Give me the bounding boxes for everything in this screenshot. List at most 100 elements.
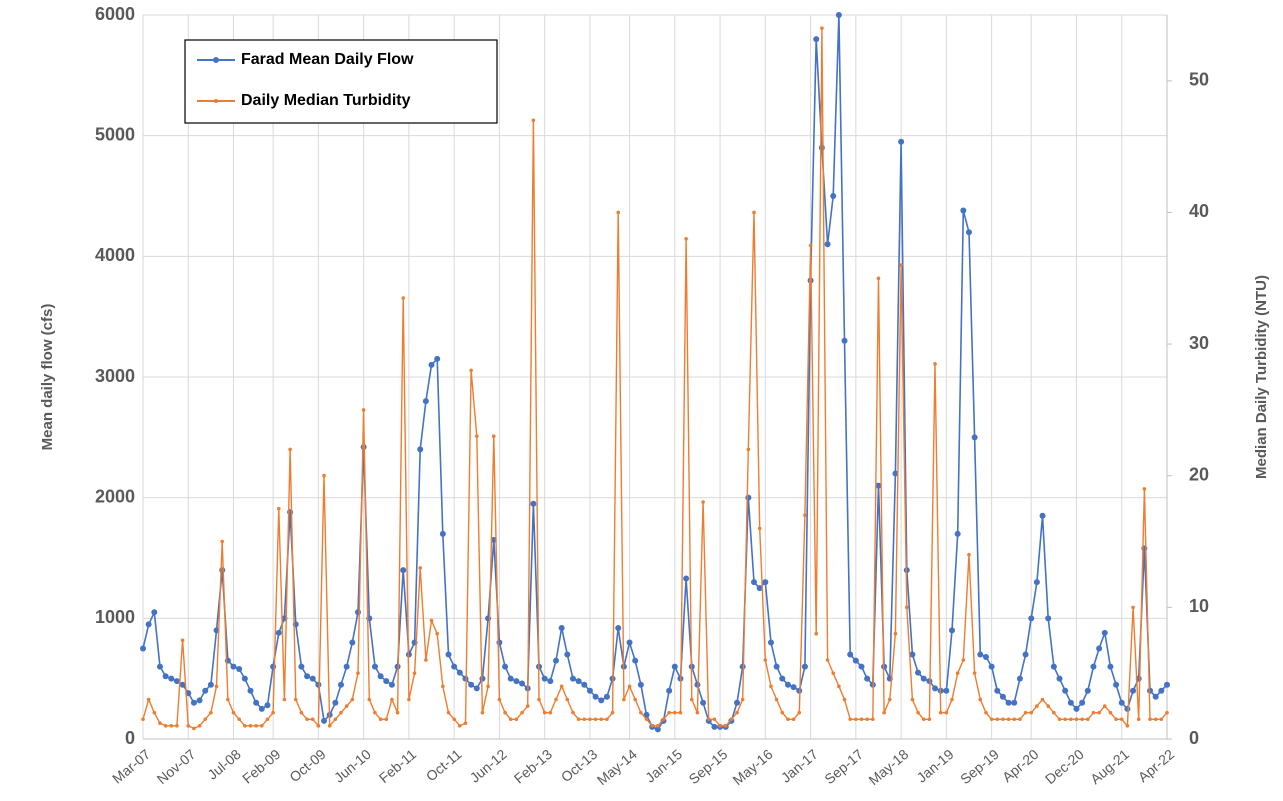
- x-tick-label: Feb-11: [376, 746, 420, 786]
- point: [1091, 710, 1096, 715]
- point: [588, 717, 592, 722]
- point: [333, 717, 338, 722]
- x-tick-label: Sep-17: [821, 746, 866, 787]
- point: [190, 699, 197, 706]
- point: [525, 704, 530, 708]
- point: [943, 687, 950, 694]
- point: [989, 717, 994, 722]
- y2-tick-label: 50: [1189, 70, 1209, 90]
- x-tick-label: Dec-20: [1042, 746, 1087, 787]
- point: [1046, 704, 1050, 708]
- point: [299, 710, 304, 715]
- point: [207, 681, 214, 688]
- point: [1159, 717, 1164, 722]
- point: [513, 678, 520, 685]
- x-tick-label: Nov-07: [154, 746, 199, 787]
- point: [711, 723, 718, 730]
- point: [915, 669, 922, 676]
- point: [401, 296, 406, 300]
- point: [322, 473, 326, 478]
- point: [1016, 675, 1023, 682]
- point: [180, 638, 185, 643]
- point: [503, 710, 507, 715]
- point: [960, 207, 967, 214]
- point: [627, 684, 632, 689]
- point: [875, 482, 882, 489]
- point: [1152, 693, 1159, 700]
- y-tick-label: 2000: [95, 486, 135, 506]
- point: [1052, 710, 1056, 715]
- point: [1142, 487, 1147, 491]
- point: [701, 500, 705, 504]
- point: [434, 355, 441, 362]
- point: [152, 710, 157, 715]
- point: [1045, 615, 1052, 622]
- point: [740, 697, 745, 702]
- point: [473, 685, 480, 692]
- point: [1148, 717, 1152, 722]
- point: [288, 447, 292, 452]
- point: [643, 711, 650, 718]
- point: [1101, 629, 1108, 636]
- point: [230, 663, 237, 670]
- point: [417, 446, 424, 453]
- point: [186, 724, 191, 728]
- point: [298, 663, 305, 670]
- point: [1012, 717, 1017, 722]
- point: [632, 657, 639, 664]
- y-tick-label: 3000: [95, 366, 135, 386]
- point: [384, 717, 389, 722]
- point: [920, 675, 927, 682]
- point: [626, 639, 633, 646]
- point: [633, 697, 637, 702]
- point: [854, 717, 858, 722]
- point: [689, 697, 694, 702]
- point: [390, 697, 394, 702]
- point: [202, 687, 209, 694]
- point: [1147, 687, 1154, 694]
- x-tick-label: May-18: [865, 746, 911, 788]
- point: [395, 710, 400, 715]
- point: [767, 639, 774, 646]
- point: [988, 663, 995, 670]
- point: [271, 710, 275, 715]
- x-tick-label: May-14: [594, 746, 640, 788]
- point: [949, 627, 956, 634]
- point: [784, 681, 791, 688]
- point: [1165, 710, 1169, 715]
- point: [435, 631, 439, 636]
- legend-box: [184, 39, 498, 124]
- point: [1084, 687, 1091, 694]
- point: [694, 681, 701, 688]
- point: [999, 693, 1006, 700]
- point: [734, 699, 741, 706]
- point: [491, 434, 496, 439]
- y-tick-label: 4000: [95, 245, 135, 265]
- point: [671, 663, 678, 670]
- point: [610, 710, 615, 715]
- point: [984, 710, 988, 715]
- point: [745, 494, 752, 501]
- point: [367, 697, 372, 702]
- point: [196, 697, 203, 704]
- point: [605, 717, 609, 722]
- point: [801, 663, 808, 670]
- point: [876, 276, 881, 281]
- point: [424, 658, 428, 662]
- point: [480, 710, 485, 715]
- point: [462, 675, 469, 682]
- point: [1090, 663, 1097, 670]
- point: [871, 717, 875, 722]
- point: [1153, 717, 1158, 722]
- point: [1118, 699, 1125, 706]
- point: [954, 530, 961, 537]
- point: [599, 717, 604, 722]
- point: [746, 447, 751, 452]
- point: [667, 710, 671, 715]
- point: [558, 624, 565, 631]
- legend-marker: [213, 57, 219, 63]
- point: [248, 724, 253, 728]
- point: [519, 680, 526, 687]
- point: [378, 717, 383, 722]
- x-tick-label: Sep-19: [957, 746, 1002, 787]
